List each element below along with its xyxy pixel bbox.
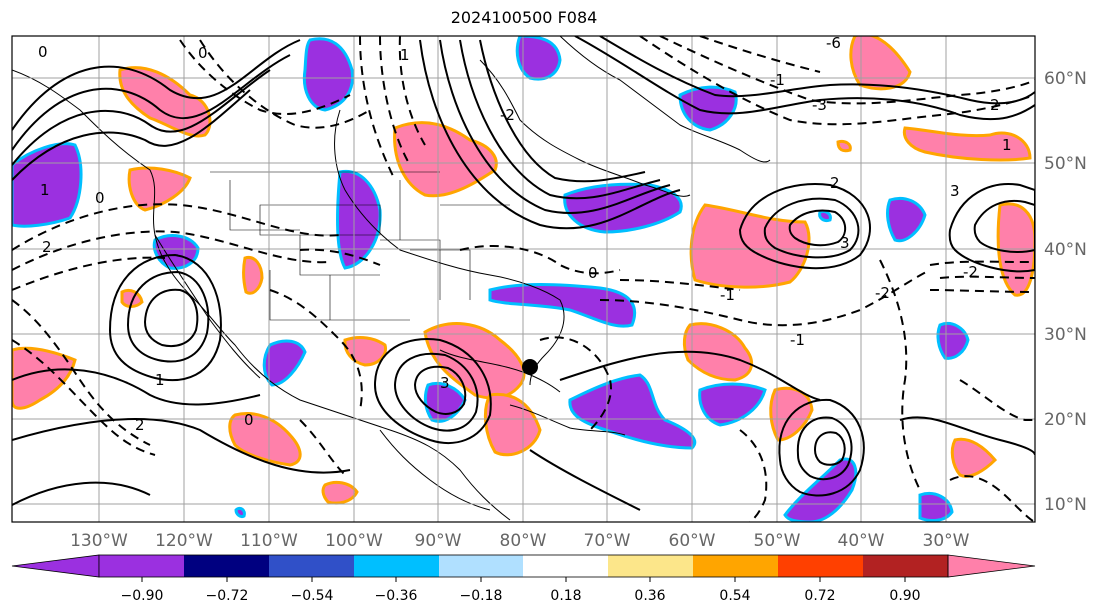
colorbar-tick-label: −0.90 (121, 588, 164, 604)
colorbar-swatch (184, 555, 269, 577)
lat-label: 30°N (1044, 325, 1087, 345)
contour-label: 0 (198, 44, 208, 62)
lat-label: 60°N (1044, 69, 1087, 89)
colorbar-tick-label: −0.18 (460, 588, 503, 604)
dashed-contours (12, 36, 1035, 522)
colorbar-tick-label: −0.72 (206, 588, 249, 604)
contour-label: 0 (244, 411, 254, 429)
colorbar-tick-label: 0.36 (634, 588, 665, 604)
contour-label: 0 (95, 189, 105, 207)
contour-label: 2 (42, 238, 52, 256)
lat-label: 20°N (1044, 410, 1087, 430)
contour-label: 1 (400, 46, 410, 64)
contour-label: 2 (990, 96, 1000, 114)
colorbar-tick-label: 0.90 (889, 588, 920, 604)
colorbar-swatch (608, 555, 693, 577)
colorbar: −0.90 −0.72 −0.54 −0.36 −0.18 0.18 0.36 … (11, 554, 1036, 604)
contour-labels: 0 0 0 1 1 2 2 3 3 -1 -1 -2 -2 -3 -6 0 1 … (38, 34, 1012, 434)
colorbar-tick-labels: −0.90 −0.72 −0.54 −0.36 −0.18 0.18 0.36 … (121, 588, 921, 604)
contour-label: 1 (40, 181, 50, 199)
contour-label: 3 (840, 234, 850, 252)
contour-label: 2 (830, 174, 840, 192)
graticule (12, 36, 1035, 522)
contour-label: -1 (720, 286, 735, 304)
colorbar-swatch (863, 555, 948, 577)
contour-label: -1 (770, 71, 785, 89)
colorbar-swatch (693, 555, 778, 577)
colorbar-swatch (269, 555, 354, 577)
colorbar-swatch (778, 555, 863, 577)
colorbar-swatch (354, 555, 439, 577)
lon-label: 60°W (669, 531, 716, 551)
map-frame (11, 35, 1036, 523)
contour-label: 3 (440, 374, 450, 392)
lon-label: 110°W (240, 531, 298, 551)
contour-label: 1 (155, 371, 165, 389)
colorbar-extend-low (11, 554, 100, 578)
contour-label: 0 (588, 264, 598, 282)
lat-label: 50°N (1044, 154, 1087, 174)
state-borders (210, 171, 510, 321)
map-title: 2024100500 F084 (450, 8, 598, 27)
lon-label: 130°W (70, 531, 128, 551)
storm-marker-icon (522, 359, 538, 375)
colorbar-swatch (523, 555, 608, 577)
colorbar-tick-label: 0.54 (719, 588, 750, 604)
contour-label: -6 (826, 34, 841, 52)
lon-label: 30°W (923, 531, 970, 551)
colorbar-swatch (439, 555, 523, 577)
contour-label: -1 (790, 331, 805, 349)
lat-label: 10°N (1044, 495, 1087, 515)
contour-label: 2 (135, 416, 145, 434)
colorbar-tick-label: −0.54 (291, 588, 334, 604)
lat-label: 40°N (1044, 240, 1087, 260)
colorbar-extend-high (947, 554, 1036, 578)
contour-label: -2 (963, 263, 978, 281)
colorbar-tick-label: 0.18 (550, 588, 581, 604)
longitude-labels: 130°W 120°W 110°W 100°W 90°W 80°W 70°W 6… (70, 531, 970, 551)
colorbar-tick-label: 0.72 (804, 588, 835, 604)
lon-label: 50°W (754, 531, 801, 551)
colorbar-tick-label: −0.36 (375, 588, 418, 604)
lon-label: 120°W (155, 531, 213, 551)
contour-label: -2 (500, 106, 515, 124)
anomaly-shading (12, 36, 1035, 522)
contour-label: 1 (1002, 136, 1012, 154)
contour-label: -3 (812, 96, 827, 114)
positive-anomaly-regions (12, 36, 1035, 505)
lon-label: 100°W (325, 531, 383, 551)
lon-label: 80°W (500, 531, 547, 551)
lon-label: 70°W (584, 531, 631, 551)
lon-label: 40°W (838, 531, 885, 551)
solid-contours (12, 36, 1035, 511)
contour-label: 3 (950, 182, 960, 200)
contour-label: 0 (38, 43, 48, 61)
colorbar-swatch (99, 555, 184, 577)
map-area: 0 0 0 1 1 2 2 3 3 -1 -1 -2 -2 -3 -6 0 1 … (12, 34, 1035, 522)
lon-label: 90°W (415, 531, 462, 551)
contour-label: -2 (875, 284, 890, 302)
latitude-labels: 60°N 50°N 40°N 30°N 20°N 10°N (1044, 69, 1087, 515)
